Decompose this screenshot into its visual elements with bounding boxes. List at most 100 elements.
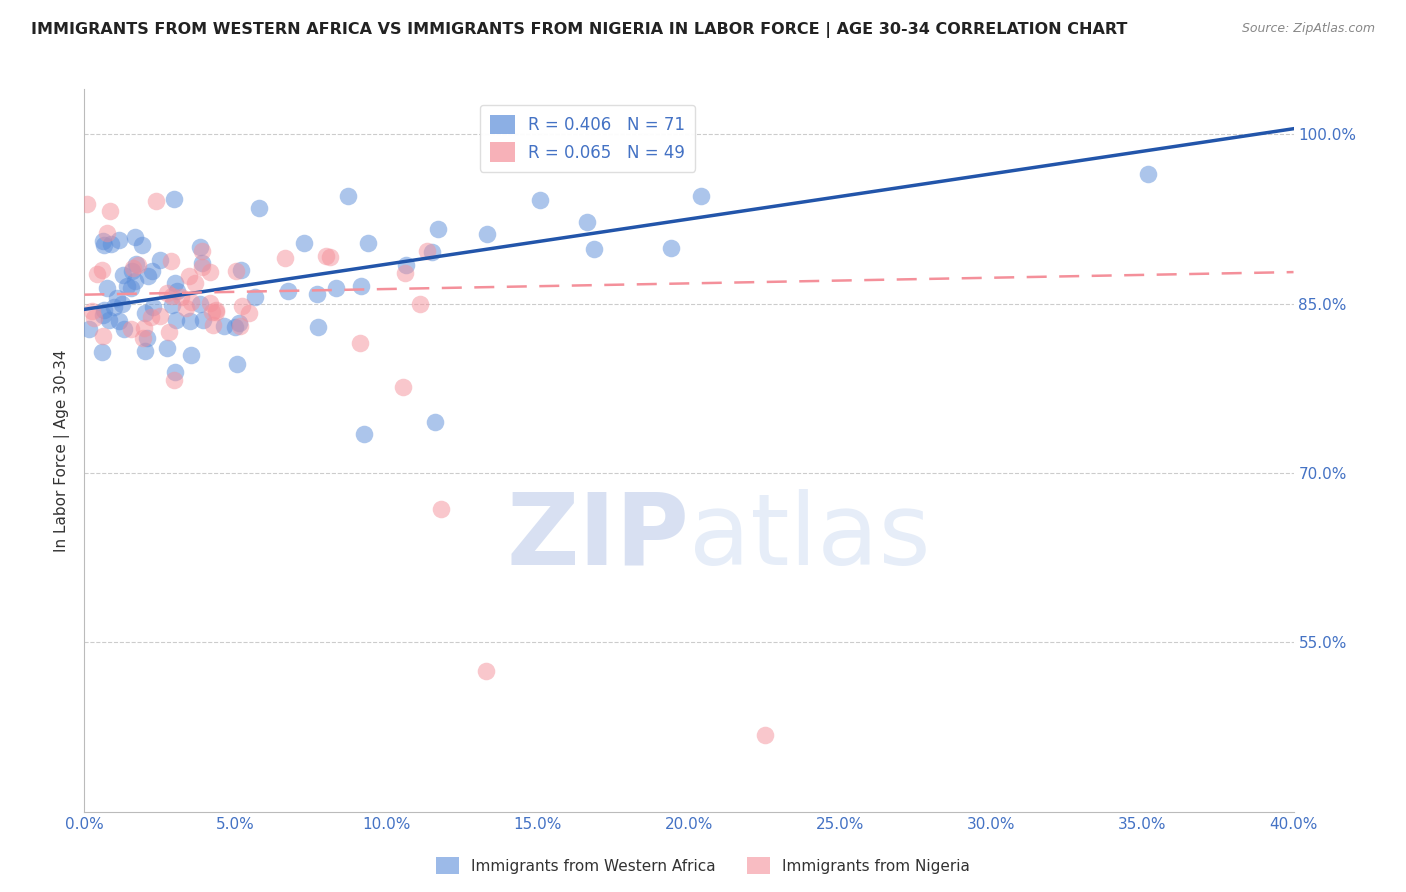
Y-axis label: In Labor Force | Age 30-34: In Labor Force | Age 30-34 xyxy=(55,349,70,552)
Point xyxy=(224,319,246,334)
Point xyxy=(160,288,183,302)
Point xyxy=(180,348,202,362)
Point xyxy=(163,192,186,206)
Point xyxy=(86,267,108,281)
Point xyxy=(349,336,371,351)
Point xyxy=(247,201,270,215)
Text: IMMIGRANTS FROM WESTERN AFRICA VS IMMIGRANTS FROM NIGERIA IN LABOR FORCE | AGE 3: IMMIGRANTS FROM WESTERN AFRICA VS IMMIGR… xyxy=(31,22,1128,38)
Point xyxy=(124,274,146,288)
Point xyxy=(82,304,104,318)
Point xyxy=(83,311,105,326)
Point xyxy=(409,296,432,310)
Text: ZIP: ZIP xyxy=(506,489,689,586)
Point xyxy=(475,664,498,678)
Point xyxy=(156,341,179,355)
Point xyxy=(315,249,337,263)
Point xyxy=(188,297,211,311)
Point xyxy=(336,189,359,203)
Point xyxy=(166,284,188,298)
Point xyxy=(121,264,143,278)
Point xyxy=(163,373,186,387)
Point xyxy=(176,301,198,315)
Point xyxy=(125,257,148,271)
Point xyxy=(115,279,138,293)
Point xyxy=(277,285,299,299)
Point xyxy=(97,313,120,327)
Point xyxy=(157,325,180,339)
Legend: R = 0.406   N = 71, R = 0.065   N = 49: R = 0.406 N = 71, R = 0.065 N = 49 xyxy=(479,104,695,171)
Point xyxy=(96,227,118,241)
Point xyxy=(292,236,315,251)
Point xyxy=(165,313,187,327)
Point xyxy=(238,306,260,320)
Point xyxy=(430,502,453,516)
Point xyxy=(198,295,221,310)
Point xyxy=(170,289,193,303)
Point xyxy=(159,254,181,268)
Point xyxy=(91,262,114,277)
Point xyxy=(395,258,418,272)
Legend: Immigrants from Western Africa, Immigrants from Nigeria: Immigrants from Western Africa, Immigran… xyxy=(430,851,976,880)
Point xyxy=(141,264,163,278)
Point xyxy=(228,319,250,334)
Point xyxy=(108,313,131,327)
Point xyxy=(353,426,375,441)
Point xyxy=(754,728,776,742)
Point xyxy=(231,299,253,313)
Point xyxy=(145,194,167,208)
Point xyxy=(177,269,200,284)
Point xyxy=(139,310,162,324)
Point xyxy=(142,301,165,315)
Point xyxy=(205,302,228,317)
Point xyxy=(180,295,202,310)
Point xyxy=(416,244,439,259)
Point xyxy=(350,279,373,293)
Point xyxy=(138,269,160,284)
Point xyxy=(357,235,380,250)
Point xyxy=(582,242,605,256)
Point xyxy=(205,304,228,318)
Point xyxy=(426,222,449,236)
Point xyxy=(475,227,498,241)
Point xyxy=(307,320,329,334)
Point xyxy=(122,261,145,276)
Point xyxy=(179,314,201,328)
Point xyxy=(100,236,122,251)
Point xyxy=(120,322,142,336)
Point xyxy=(245,290,267,304)
Point xyxy=(201,305,224,319)
Point xyxy=(108,233,131,247)
Text: Source: ZipAtlas.com: Source: ZipAtlas.com xyxy=(1241,22,1375,36)
Point xyxy=(156,286,179,301)
Point xyxy=(659,241,682,255)
Text: atlas: atlas xyxy=(689,489,931,586)
Point xyxy=(229,263,252,277)
Point xyxy=(225,264,247,278)
Point xyxy=(120,281,142,295)
Point xyxy=(307,287,329,301)
Point xyxy=(149,252,172,267)
Point xyxy=(184,277,207,291)
Point xyxy=(149,310,172,324)
Point xyxy=(394,266,416,280)
Point xyxy=(124,230,146,244)
Point xyxy=(325,281,347,295)
Point xyxy=(131,238,153,252)
Point xyxy=(193,313,215,327)
Point xyxy=(76,196,98,211)
Point xyxy=(93,238,115,252)
Point xyxy=(392,380,415,394)
Point xyxy=(105,291,128,305)
Point xyxy=(529,193,551,207)
Point xyxy=(225,357,247,371)
Point xyxy=(112,322,135,336)
Point xyxy=(91,329,114,343)
Point xyxy=(132,320,155,334)
Point xyxy=(201,318,224,332)
Point xyxy=(319,250,342,264)
Point xyxy=(131,331,153,345)
Point xyxy=(163,365,186,379)
Point xyxy=(191,256,214,270)
Point xyxy=(98,203,121,218)
Point xyxy=(90,344,112,359)
